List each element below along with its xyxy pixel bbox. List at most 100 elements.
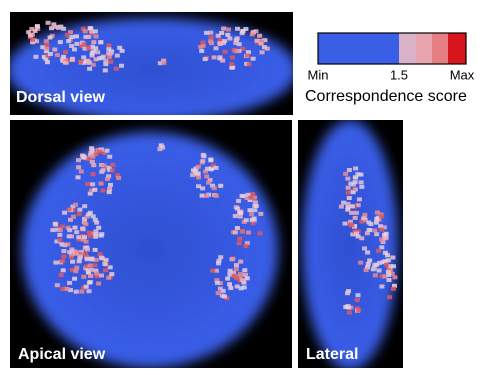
feature-patch (90, 258, 95, 262)
lateral-panel: Lateral (298, 120, 403, 370)
colorbar-tick: Max (450, 67, 475, 82)
feature-patch (238, 272, 243, 276)
feature-patch (353, 216, 358, 220)
feature-patch (66, 39, 71, 43)
feature-patch (60, 259, 65, 263)
feature-patch (101, 168, 106, 172)
feature-patch (346, 186, 351, 190)
feature-patch (73, 269, 78, 273)
feature-patch (103, 68, 108, 72)
feature-patch (67, 281, 72, 285)
feature-patch (355, 298, 360, 302)
feature-patch (110, 163, 115, 167)
feature-patch (387, 278, 392, 282)
feature-patch (230, 55, 235, 59)
feature-patch (214, 166, 219, 170)
feature-patch (366, 221, 371, 225)
feature-patch (372, 229, 377, 233)
feature-patch (345, 177, 350, 181)
colorbar-segment (432, 33, 448, 64)
colorbar: Min 1.5 Max Correspondence score (305, 33, 475, 105)
feature-patch (234, 267, 239, 271)
feature-patch (214, 194, 219, 198)
feature-patch (103, 268, 108, 272)
feature-patch (96, 226, 101, 230)
feature-patch (62, 211, 67, 215)
feature-patch (88, 264, 93, 268)
feature-patch (238, 215, 243, 219)
feature-patch (65, 287, 70, 291)
feature-patch (374, 217, 379, 221)
feature-patch (379, 285, 384, 289)
feature-patch (82, 235, 87, 239)
feature-patch (349, 211, 354, 215)
feature-patch (103, 62, 108, 66)
feature-patch (351, 190, 356, 194)
feature-patch (94, 221, 99, 225)
feature-patch (200, 186, 205, 190)
feature-patch (377, 261, 382, 265)
feature-patch (94, 272, 99, 276)
feature-patch (45, 43, 50, 47)
feature-patch (240, 278, 245, 282)
feature-patch (58, 40, 63, 44)
feature-patch (254, 39, 259, 43)
feature-patch (107, 155, 112, 159)
feature-patch (83, 29, 88, 33)
feature-patch (229, 62, 234, 66)
feature-patch (115, 54, 120, 58)
feature-patch (79, 290, 84, 294)
feature-patch (92, 188, 97, 192)
feature-patch (90, 182, 95, 186)
feature-patch (217, 56, 222, 60)
feature-patch (214, 46, 219, 50)
panel-label: Lateral (306, 346, 358, 363)
feature-patch (88, 280, 93, 284)
feature-patch (362, 246, 367, 250)
feature-patch (89, 268, 94, 272)
feature-patch (366, 262, 371, 266)
feature-patch (100, 256, 105, 260)
feature-patch (250, 192, 255, 196)
feature-patch (59, 273, 64, 277)
feature-patch (53, 261, 58, 265)
feature-patch (81, 227, 86, 231)
feature-patch (356, 293, 361, 297)
feature-patch (44, 39, 49, 43)
feature-patch (53, 222, 58, 226)
feature-patch (91, 40, 96, 44)
feature-patch (69, 234, 74, 238)
feature-patch (258, 212, 263, 216)
feature-patch (353, 180, 358, 184)
colorbar-title: Correspondence score (305, 88, 467, 105)
feature-patch (55, 283, 60, 287)
feature-patch (346, 306, 351, 310)
feature-patch (76, 158, 81, 162)
feature-patch (233, 41, 238, 45)
feature-patch (221, 27, 226, 31)
feature-patch (93, 263, 98, 267)
feature-patch (30, 38, 35, 42)
feature-patch (212, 186, 217, 190)
feature-patch (30, 33, 35, 37)
feature-patch (200, 159, 205, 163)
feature-patch (373, 273, 378, 277)
feature-patch (100, 189, 105, 193)
feature-patch (218, 255, 223, 259)
feature-patch (235, 285, 240, 289)
feature-patch (81, 275, 86, 279)
feature-patch (208, 158, 213, 162)
dorsal-panel: Dorsal view (7, 12, 297, 122)
feature-patch (110, 168, 115, 172)
feature-patch (72, 277, 77, 281)
feature-patch (265, 47, 270, 51)
feature-patch (81, 55, 86, 59)
feature-patch (384, 232, 389, 236)
feature-patch (222, 39, 227, 43)
feature-patch (90, 149, 95, 153)
feature-patch (218, 287, 223, 291)
feature-patch (56, 26, 61, 30)
feature-patch (253, 200, 258, 204)
feature-patch (353, 175, 358, 179)
feature-patch (341, 201, 346, 205)
